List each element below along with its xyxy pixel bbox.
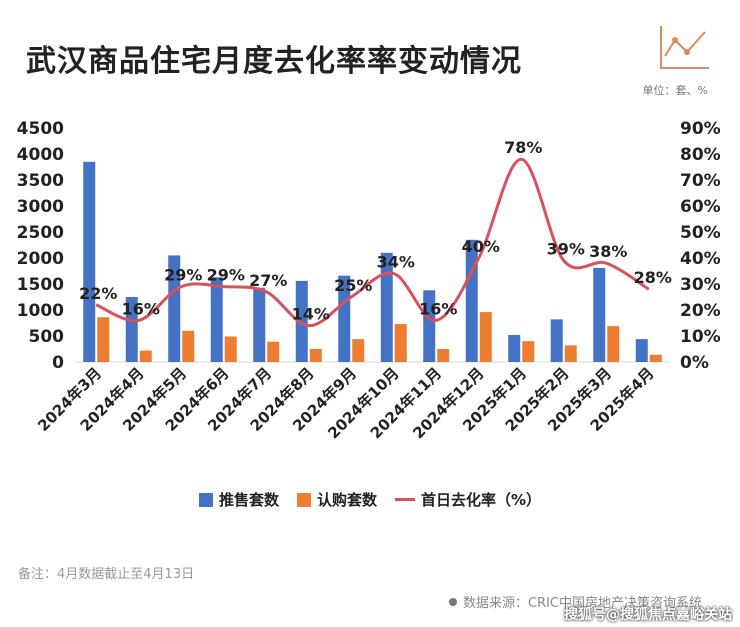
- bar-subscribe: [224, 336, 237, 362]
- bar-subscribe: [522, 341, 535, 362]
- footnote: 备注：4月数据截止至4月13日: [18, 567, 195, 582]
- bar-supply: [380, 252, 393, 362]
- bar-supply: [593, 267, 606, 362]
- rate-data-label: 16%: [122, 299, 160, 318]
- bar-supply: [550, 319, 563, 362]
- y-left-tick-label: 4500: [17, 119, 64, 139]
- source-text: 数据来源：CRIC中国房地产决策咨询系统: [462, 596, 702, 611]
- bar-subscribe: [564, 345, 577, 362]
- legend-label-subscribe: 认购套数: [316, 491, 377, 509]
- bar-supply: [338, 275, 351, 362]
- bar-subscribe: [394, 324, 407, 362]
- y-left-tick-label: 4000: [17, 145, 64, 165]
- bar-subscribe: [139, 350, 152, 362]
- legend-swatch-rate: [395, 498, 415, 501]
- rate-data-label: 14%: [292, 305, 330, 324]
- y-right-tick-label: 50%: [680, 223, 721, 243]
- legend-item-subscribe: 认购套数: [296, 489, 377, 510]
- bar-subscribe: [182, 330, 195, 362]
- bar-supply: [210, 277, 223, 362]
- legend-swatch-subscribe: [296, 492, 311, 507]
- bar-subscribe: [607, 326, 620, 362]
- trend-chart-icon: [660, 26, 709, 69]
- y-right-tick-label: 90%: [680, 119, 721, 139]
- y-left-tick-label: 2000: [17, 249, 64, 269]
- combo-chart: 0 500 1000 1500 2000 2500 3000 3500 4000 4500 0% 10…: [17, 119, 721, 442]
- y-left-tick-label: 0: [52, 353, 64, 373]
- unit-label: 单位：套、%: [642, 84, 708, 97]
- bar-supply: [295, 280, 308, 362]
- legend-label-rate: 首日去化率（%）: [421, 491, 542, 509]
- rate-data-label: 39%: [547, 240, 585, 259]
- rate-data-label: 28%: [634, 268, 672, 287]
- bar-supply: [83, 161, 96, 362]
- legend-swatch-supply: [198, 492, 213, 507]
- y-left-tick-label: 3500: [17, 171, 64, 191]
- bar-subscribe: [352, 339, 365, 362]
- bar-subscribe: [649, 354, 662, 362]
- bar-subscribe: [437, 349, 450, 362]
- bar-subscribe: [97, 317, 110, 362]
- y-left-tick-label: 1000: [17, 301, 64, 321]
- bar-supply: [635, 339, 648, 362]
- legend-item-supply: 推售套数: [198, 489, 279, 510]
- y-right-tick-label: 40%: [680, 249, 721, 269]
- bar-subscribe: [267, 341, 280, 362]
- dot-icon: [448, 597, 457, 606]
- legend-label-supply: 推售套数: [218, 491, 279, 509]
- rate-data-label: 27%: [249, 271, 287, 290]
- y-right-tick-label: 70%: [680, 171, 721, 191]
- y-right-tick-label: 80%: [680, 145, 721, 165]
- rate-data-label: 16%: [419, 299, 457, 318]
- y-right-tick-label: 60%: [680, 197, 721, 217]
- y-right-tick-label: 10%: [680, 327, 721, 347]
- rate-data-label: 22%: [79, 284, 117, 303]
- rate-data-label: 38%: [589, 242, 627, 261]
- rate-data-label: 34%: [377, 253, 415, 272]
- y-left-tick-label: 3000: [17, 197, 64, 217]
- bar-supply: [125, 297, 138, 362]
- y-left-tick-label: 500: [29, 327, 65, 347]
- rate-data-label: 29%: [207, 266, 245, 285]
- bar-subscribe: [309, 349, 322, 362]
- y-left-tick-label: 1500: [17, 275, 64, 295]
- source-line: 数据来源：CRIC中国房地产决策咨询系统: [448, 592, 702, 611]
- watermark: 搜狐号@搜狐焦点嘉峪关站: [564, 607, 732, 623]
- line-rate: [95, 157, 650, 328]
- bar-supply: [423, 290, 436, 362]
- bar-supply: [465, 239, 478, 362]
- legend-item-rate: 首日去化率（%）: [395, 489, 541, 510]
- y-right-tick-label: 30%: [680, 275, 721, 295]
- bar-supply: [168, 255, 181, 362]
- y-right-tick-label: 20%: [680, 301, 721, 321]
- rate-data-label: 29%: [164, 266, 202, 285]
- rate-data-label: 78%: [504, 138, 542, 157]
- bar-subscribe: [479, 312, 492, 362]
- rate-data-label: 25%: [334, 276, 372, 295]
- bar-supply: [253, 287, 266, 362]
- y-left-tick-label: 2500: [17, 223, 64, 243]
- rate-data-label: 40%: [462, 237, 500, 256]
- chart-title: 武汉商品住宅月度去化率率变动情况: [26, 44, 522, 79]
- bar-supply: [508, 334, 521, 362]
- legend: 推售套数 认购套数 首日去化率（%）: [0, 489, 740, 510]
- y-right-tick-label: 0%: [680, 353, 709, 373]
